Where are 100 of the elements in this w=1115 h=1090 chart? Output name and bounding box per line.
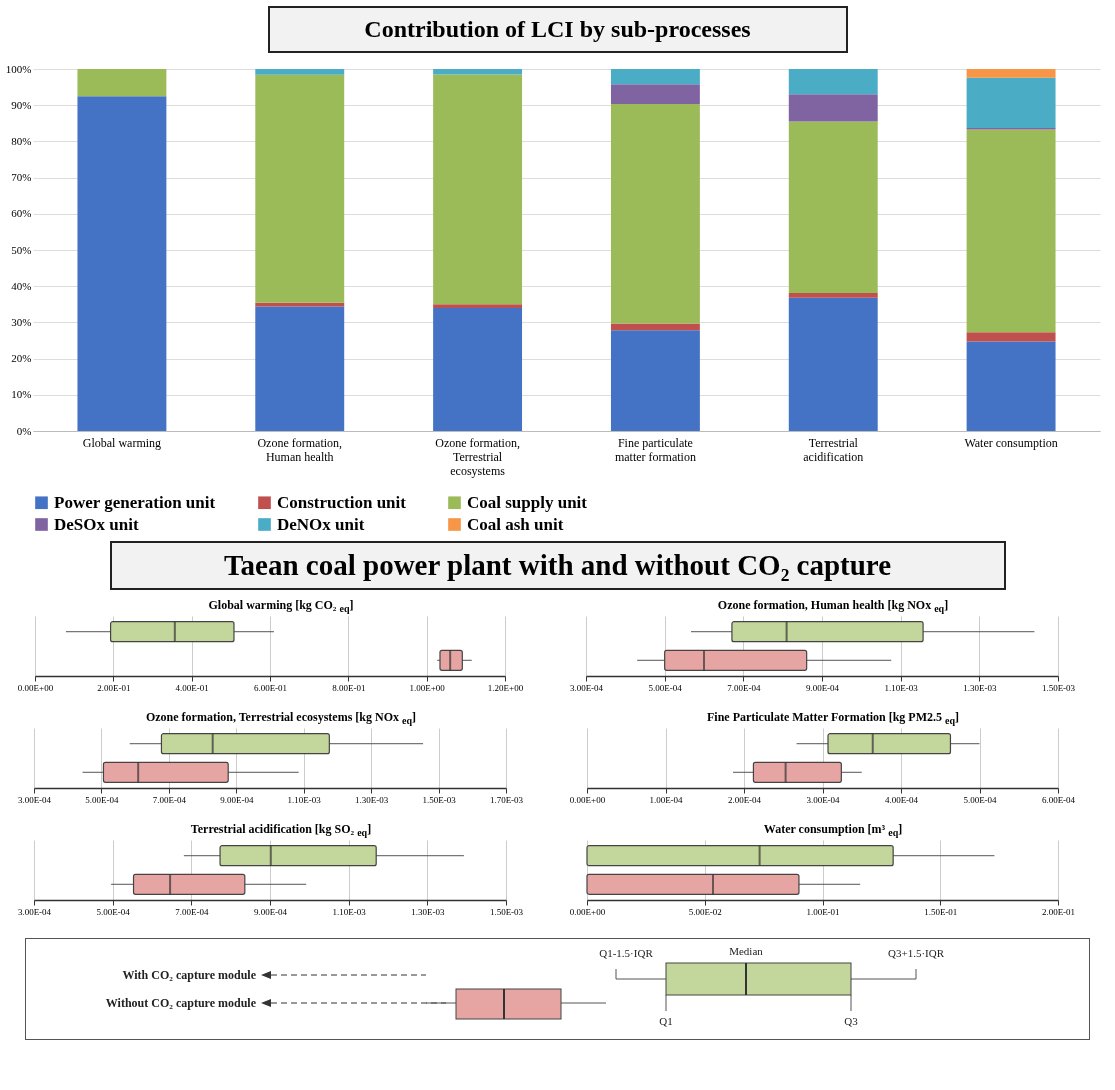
legend-label: Coal ash unit (467, 514, 564, 534)
legend-label: DeSOx unit (54, 514, 139, 534)
y-tick-label: 60% (11, 207, 32, 220)
bar (966, 77, 1056, 129)
x-tick-label: 2.00E-01 (1041, 906, 1076, 917)
y-tick-label: 30% (11, 315, 32, 328)
x-tick-label: 7.00E-04 (175, 906, 209, 917)
bar (788, 94, 878, 122)
x-tick-label: 1.70E-03 (489, 794, 524, 805)
x-tick-label: 9.00E-04 (220, 794, 254, 805)
x-tick-label: 1.50E-03 (489, 906, 524, 917)
bar (966, 341, 1056, 431)
text: Taean coal power plant with and without CO₂ capture (109, 541, 1006, 590)
bar (433, 74, 523, 305)
x-tick-label: 7.00E-04 (727, 682, 761, 693)
text: Q3+1.5·IQR (887, 947, 945, 959)
bar (966, 332, 1056, 342)
bar (255, 69, 345, 75)
text: Without CO₂ capture module (105, 996, 257, 1010)
legend-label: Construction unit (277, 492, 407, 512)
y-tick-label: 0% (16, 424, 32, 437)
x-tick-label: 0.00E+00 (569, 794, 606, 805)
x-tick-label: 1.30E-03 (411, 906, 445, 917)
text: With CO₂ capture module (122, 968, 257, 982)
bar (788, 69, 878, 95)
x-tick-label: Global warming (82, 435, 162, 450)
bar (788, 293, 878, 298)
chart-title: Ozone formation, Terrestrial ecosystems [kg NOx $_{eq}$] (144, 710, 418, 727)
x-tick-label: 6.00E-04 (1041, 794, 1076, 805)
bar (966, 69, 1056, 78)
x-tick-label: 1.10E-03 (884, 682, 919, 693)
x-tick-label: 8.00E-01 (332, 682, 366, 693)
x-tick-label: 0.00E+00 (17, 682, 54, 693)
y-tick-label: 90% (11, 98, 32, 111)
x-tick-label: 5.00E-04 (963, 794, 998, 805)
x-tick-label: 4.00E-04 (884, 794, 919, 805)
x-tick-label: 3.00E-04 (569, 682, 604, 693)
x-tick-label: 1.00E-04 (649, 794, 684, 805)
text: Q1-1.5·IQR (599, 947, 654, 959)
x-tick-label: 1.50E-03 (422, 794, 457, 805)
bar (433, 304, 523, 308)
y-tick-label: 100% (5, 62, 32, 75)
x-tick-label: 1.30E-03 (963, 682, 997, 693)
x-tick-label: 7.00E-04 (152, 794, 187, 805)
bar (255, 74, 345, 303)
x-tick-label: Ozone formation, Terrestrial ecosystems (435, 435, 520, 478)
x-tick-label: 1.00E+00 (409, 682, 446, 693)
y-tick-label: 10% (11, 388, 32, 401)
bar (610, 330, 700, 431)
bar (77, 96, 167, 431)
x-tick-label: 5.00E-04 (85, 794, 120, 805)
bar (255, 306, 345, 431)
text: Q3 (844, 1015, 859, 1027)
chart-title: Terrestrial acidification [kg SO₂ $_{eq}$] (189, 822, 373, 839)
bar (610, 69, 700, 85)
y-tick-label: 80% (11, 134, 32, 147)
x-tick-label: 5.00E-04 (96, 906, 131, 917)
x-tick-label: 1.10E-03 (287, 794, 322, 805)
x-tick-label: 4.00E-01 (175, 682, 209, 693)
x-tick-label: Terrestrial acidification (803, 435, 864, 464)
x-tick-label: 2.00E-01 (97, 682, 131, 693)
x-tick-label: Ozone formation, Human health (257, 435, 343, 464)
y-tick-label: 20% (11, 352, 32, 365)
text: Median (729, 945, 764, 957)
chart-title: Global warming [kg CO₂ $_{eq}$] (207, 598, 355, 615)
x-tick-label: 5.00E-02 (688, 906, 722, 917)
x-tick-label: 1.50E-01 (924, 906, 958, 917)
chart-title: Ozone formation, Human health [kg NOx $_{eq}$] (716, 598, 950, 615)
x-tick-label: Water consumption (964, 435, 1058, 450)
bar (610, 84, 700, 105)
x-tick-label: 0.00E+00 (569, 906, 606, 917)
x-tick-label: 9.00E-04 (805, 682, 840, 693)
x-tick-label: 3.00E-04 (806, 794, 841, 805)
y-tick-label: 50% (11, 243, 32, 256)
y-tick-label: 40% (11, 279, 32, 292)
x-tick-label: 1.50E-03 (1041, 682, 1076, 693)
chart-title: Contribution of LCI by sub-processes (267, 6, 848, 53)
x-tick-label: 1.30E-03 (355, 794, 389, 805)
x-tick-label: 3.00E-04 (17, 794, 52, 805)
x-tick-label: 9.00E-04 (253, 906, 288, 917)
chart-title: Fine Particulate Matter Formation [kg PM2.5 $_{eq}$] (705, 710, 960, 727)
bar (610, 104, 700, 324)
bar (433, 307, 523, 431)
bar (788, 297, 878, 431)
x-tick-label: 3.00E-04 (17, 906, 52, 917)
legend-label: DeNOx unit (277, 514, 365, 534)
legend-label: Power generation unit (54, 492, 216, 512)
x-tick-label: 5.00E-04 (648, 682, 683, 693)
bar (433, 69, 523, 75)
y-tick-label: 70% (11, 171, 32, 184)
chart-title: Water consumption [m³ $_{eq}$] (762, 822, 904, 839)
legend-label: Coal supply unit (467, 492, 588, 512)
bar (610, 323, 700, 331)
x-tick-label: 1.10E-03 (332, 906, 367, 917)
x-tick-label: 1.20E+00 (487, 682, 524, 693)
text: Q1 (659, 1015, 673, 1027)
bar (77, 69, 167, 97)
x-tick-label: Fine particulate matter formation (614, 435, 696, 464)
x-tick-label: 6.00E-01 (253, 682, 288, 693)
bar (788, 121, 878, 294)
